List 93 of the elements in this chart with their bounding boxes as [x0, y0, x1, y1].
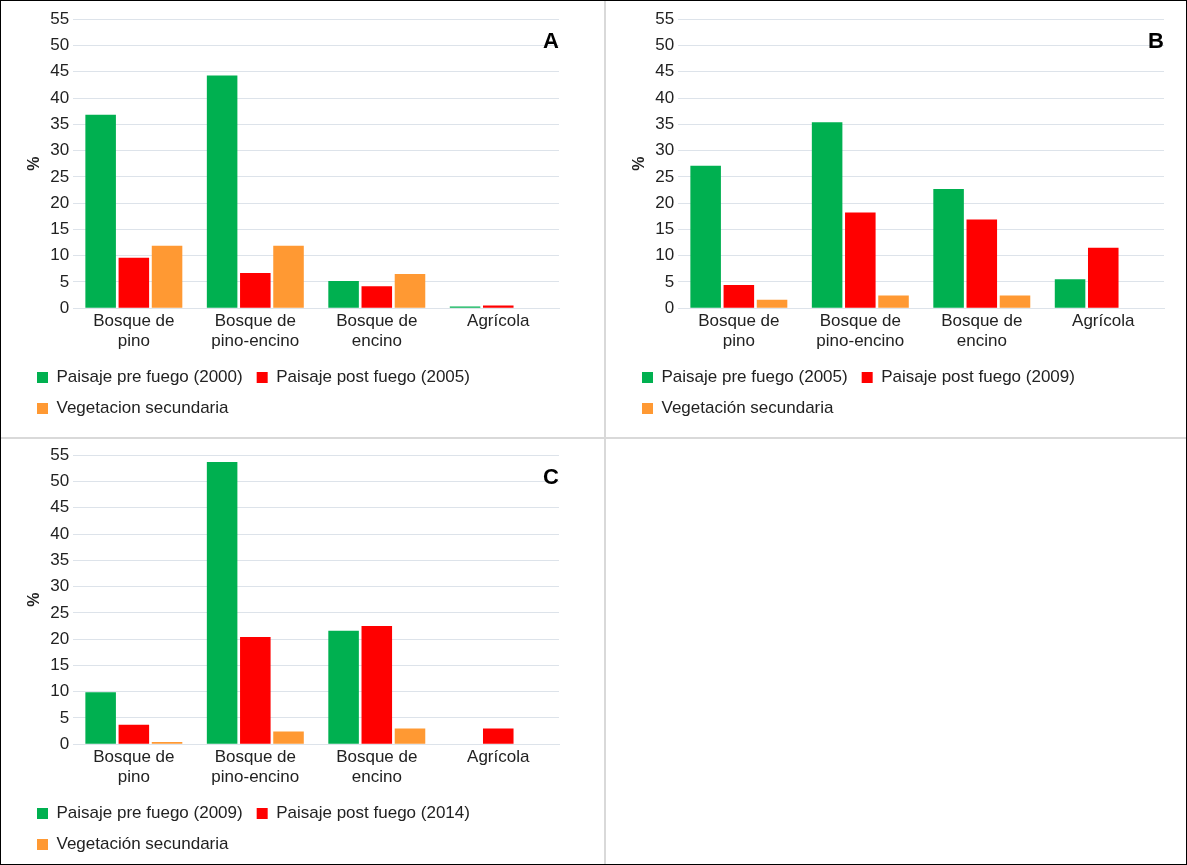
legend-label: Paisaje post fuego (2005): [276, 367, 470, 387]
y-tick-label: 5: [664, 271, 675, 291]
y-tick-label: 45: [50, 61, 70, 81]
y-tick-label: 0: [59, 733, 70, 753]
bar: [151, 245, 183, 308]
bar: [118, 724, 150, 744]
legend-label: Paisaje post fuego (2009): [881, 367, 1075, 387]
x-tick-label: Bosque de pino-encino: [816, 311, 905, 351]
y-tick-label: 45: [50, 497, 70, 517]
bar: [273, 731, 304, 744]
x-tick-label: Bosque de pino: [93, 747, 175, 787]
x-tick-label: Agrícola: [467, 747, 530, 767]
bar: [1054, 279, 1086, 308]
y-tick-label: 55: [655, 8, 675, 28]
y-tick-label: 10: [655, 245, 675, 265]
y-tick-label: 30: [655, 140, 675, 160]
bar: [690, 165, 721, 308]
legend-label: Paisaje pre fuego (2005): [661, 367, 848, 387]
bar: [361, 286, 393, 308]
bar: [394, 728, 426, 744]
y-tick-label: 50: [655, 35, 675, 55]
annotation: C: [543, 464, 560, 490]
bar: [482, 305, 514, 308]
y-tick-label: 20: [655, 192, 675, 212]
bar: [273, 245, 304, 308]
x-tick-label: Bosque de pino: [698, 311, 780, 351]
legend-label: Paisaje pre fuego (2009): [56, 803, 243, 823]
x-tick-label: Bosque de pino-encino: [211, 311, 300, 351]
bar: [206, 75, 238, 308]
x-tick-label: Bosque de pino-encino: [211, 747, 300, 787]
y-tick-label: 35: [50, 113, 70, 133]
y-tick-label: 50: [50, 471, 70, 491]
bar: [811, 122, 843, 308]
y-tick-label: 55: [50, 444, 70, 464]
y-axis-title: %: [25, 156, 43, 171]
y-tick-label: 25: [50, 166, 70, 186]
bar: [482, 728, 514, 744]
y-tick-label: 20: [50, 192, 70, 212]
y-axis-title: %: [25, 592, 43, 607]
y-tick-label: 45: [655, 61, 675, 81]
legend-label: Paisaje pre fuego (2000): [56, 367, 243, 387]
bar: [845, 212, 876, 308]
x-tick-label: Bosque de encino: [941, 311, 1023, 351]
x-tick-label: Bosque de pino: [93, 311, 175, 351]
y-tick-label: 0: [59, 297, 70, 317]
annotation: A: [543, 28, 560, 54]
y-tick-label: 35: [655, 113, 675, 133]
bar: [966, 219, 998, 308]
x-tick-label: Bosque de encino: [336, 747, 418, 787]
y-axis-title: %: [630, 156, 648, 171]
y-tick-label: 0: [664, 297, 675, 317]
bar: [723, 285, 755, 308]
bar: [328, 280, 359, 308]
x-tick-label: Agrícola: [1072, 311, 1135, 331]
y-tick-label: 40: [50, 523, 70, 543]
y-tick-label: 10: [50, 245, 70, 265]
y-tick-label: 50: [50, 35, 70, 55]
y-tick-label: 40: [50, 87, 70, 107]
bar: [240, 273, 271, 308]
legend-label: Paisaje post fuego (2014): [276, 803, 470, 823]
bar: [878, 295, 909, 308]
y-tick-label: 30: [50, 140, 70, 160]
bar: [85, 114, 116, 308]
legend-label: Vegetacion secundaria: [56, 398, 230, 418]
y-tick-label: 5: [59, 271, 70, 291]
bar: [206, 462, 238, 744]
y-tick-label: 55: [50, 8, 70, 28]
bar: [85, 692, 116, 744]
bar: [933, 188, 964, 308]
bar: [240, 637, 271, 744]
bar: [394, 274, 426, 308]
bar: [756, 299, 788, 308]
y-tick-label: 25: [50, 602, 70, 622]
y-tick-label: 15: [50, 219, 70, 239]
bar: [118, 257, 150, 308]
legend-label: Vegetación secundaria: [661, 398, 835, 418]
y-tick-label: 15: [655, 219, 675, 239]
y-tick-label: 25: [655, 166, 675, 186]
bar: [361, 625, 393, 744]
y-tick-label: 30: [50, 576, 70, 596]
x-tick-label: Agrícola: [467, 311, 530, 331]
bar: [1087, 247, 1119, 308]
y-tick-label: 35: [50, 549, 70, 569]
y-tick-label: 5: [59, 707, 70, 727]
y-tick-label: 10: [50, 681, 70, 701]
x-tick-label: Bosque de encino: [336, 311, 418, 351]
bar: [999, 295, 1031, 308]
annotation: B: [1148, 28, 1164, 54]
y-tick-label: 40: [655, 87, 675, 107]
y-tick-label: 20: [50, 628, 70, 648]
legend-label: Vegetación secundaria: [56, 834, 230, 854]
bar: [328, 630, 359, 744]
y-tick-label: 15: [50, 655, 70, 675]
